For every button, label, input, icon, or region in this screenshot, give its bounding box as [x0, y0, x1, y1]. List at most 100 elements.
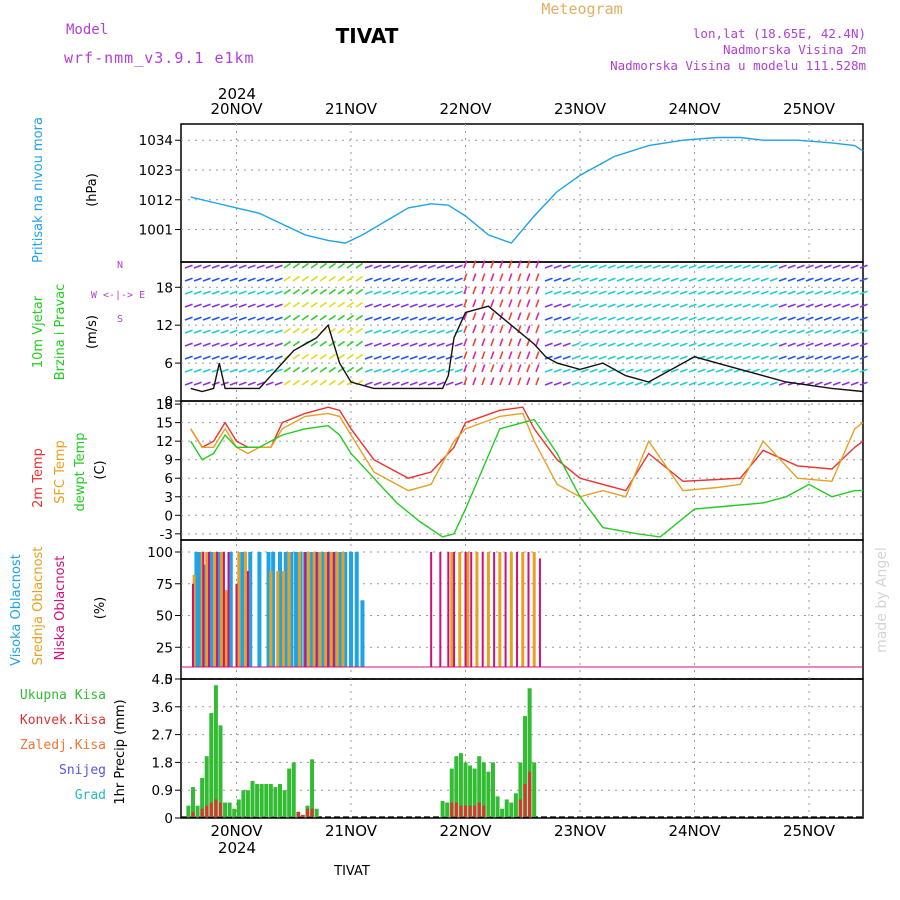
wind-barb	[526, 273, 531, 282]
top-day-label: 23NOV	[554, 100, 607, 118]
cloud-bar	[209, 552, 214, 667]
wind-barb	[274, 329, 283, 334]
precip-legend-hail: Grad	[75, 788, 106, 803]
cloud-bar	[297, 552, 301, 667]
precip-unit: 1hr Precip (mm)	[113, 699, 128, 804]
wind-barb	[832, 290, 841, 295]
cloud-bar	[330, 552, 334, 667]
wind-barb	[274, 368, 283, 373]
wind-barb	[526, 260, 531, 269]
cloud-bar	[240, 552, 245, 667]
wind-barb	[832, 316, 841, 321]
wind-barb	[328, 366, 337, 373]
wind-barb	[805, 355, 814, 360]
wind-barb	[535, 273, 540, 282]
wind-barb	[337, 327, 346, 334]
pressure-panel	[180, 123, 864, 263]
wind-barb	[661, 303, 670, 308]
wind-barb	[724, 316, 733, 321]
cloud-bar	[222, 552, 225, 667]
wind-barb	[193, 342, 202, 347]
wind-barb	[409, 355, 418, 360]
wind-barb	[364, 303, 373, 308]
cloud-bar	[307, 552, 311, 667]
wind-barb	[463, 325, 468, 334]
wind-barb	[364, 342, 373, 347]
wind-barb	[418, 355, 427, 360]
wind-barb	[751, 290, 760, 295]
cloud-bar	[447, 552, 450, 667]
wind-barb	[490, 273, 495, 282]
wind-barb	[625, 264, 634, 269]
wind-barb	[751, 368, 760, 373]
wind-barb	[544, 277, 553, 282]
wind-barb	[517, 377, 522, 386]
wind-barb	[760, 290, 769, 295]
wind-barb	[481, 286, 486, 295]
wind-barb	[472, 260, 477, 269]
watermark: made by Angel	[874, 547, 890, 653]
wind-barb	[706, 381, 715, 386]
wind-barb	[751, 381, 760, 386]
wind-barb	[382, 355, 391, 360]
wind-barb	[418, 277, 427, 282]
precip-bar	[209, 802, 213, 817]
wind-barb	[661, 264, 670, 269]
wind-barb	[805, 264, 814, 269]
wind-barb	[193, 277, 202, 282]
precip-bar	[310, 759, 315, 817]
wind-barb	[184, 316, 193, 321]
wind-barb	[616, 355, 625, 360]
wind-barb	[490, 364, 495, 373]
wind-barb	[418, 264, 427, 269]
wind-barb	[589, 316, 598, 321]
y-tick-label: 1034	[139, 133, 173, 149]
wind-barb	[346, 275, 355, 282]
wind-barb	[832, 303, 841, 308]
wind-barb	[238, 277, 247, 282]
wind-barb	[229, 329, 238, 334]
wind-barb	[661, 381, 670, 386]
wind-barb	[598, 355, 607, 360]
precip-bar	[255, 784, 260, 817]
wind-barb	[373, 303, 382, 308]
wind-barb	[517, 351, 522, 360]
wind-barb	[670, 303, 679, 308]
wind-barb	[814, 277, 823, 282]
wind-barb	[391, 368, 400, 373]
wind-barb	[733, 277, 742, 282]
wind-barb	[859, 316, 868, 321]
wind-barb	[373, 329, 382, 334]
wind-barb	[283, 366, 292, 373]
y-tick-label: 25	[156, 640, 173, 656]
precip-bar	[459, 805, 463, 817]
precip-bar	[214, 799, 218, 817]
wind-barb	[841, 277, 850, 282]
wind-barb	[418, 342, 427, 347]
wind-barb	[688, 303, 697, 308]
wind-barb	[760, 303, 769, 308]
wind-barb	[544, 290, 553, 295]
precip-bar	[464, 805, 467, 817]
wind-barb	[373, 277, 382, 282]
wind-barb	[328, 314, 337, 321]
wind-barb	[310, 366, 319, 373]
cloud-bar	[464, 552, 467, 667]
wind-barb	[490, 351, 495, 360]
wind-barb	[850, 290, 859, 295]
wind-barb	[724, 303, 733, 308]
wind-barb	[427, 264, 436, 269]
cloud-bar	[205, 552, 209, 667]
wind-barb	[238, 290, 247, 295]
wind-barb	[526, 312, 531, 321]
wind-barb	[508, 286, 513, 295]
wind-barb	[841, 342, 850, 347]
wind-barb	[562, 277, 571, 282]
wind-barb	[562, 342, 571, 347]
sfc-temp-label: SFC Temp	[53, 440, 68, 504]
wind-barb	[265, 368, 274, 373]
wind-barb	[850, 303, 859, 308]
wind-barb	[661, 277, 670, 282]
wind-barb	[814, 316, 823, 321]
wind-barb	[436, 342, 445, 347]
